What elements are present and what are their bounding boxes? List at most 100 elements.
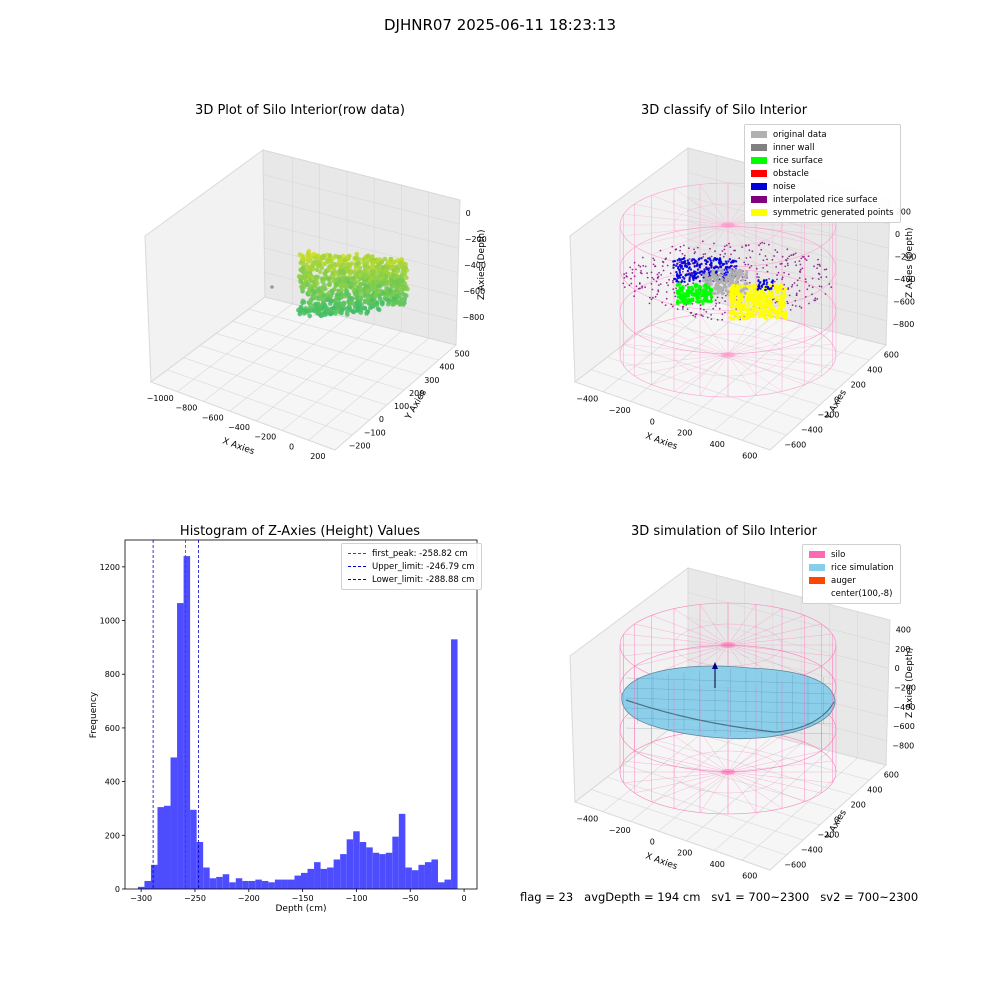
point — [742, 305, 747, 309]
point — [388, 257, 393, 262]
tick-label: −400 — [576, 815, 598, 824]
point — [734, 290, 738, 294]
histogram-bar — [203, 867, 210, 889]
point — [633, 275, 636, 278]
tick-label: −800 — [175, 404, 197, 413]
point — [342, 276, 348, 282]
flag-value: flag = 23 — [520, 890, 574, 904]
point — [781, 296, 786, 300]
point — [678, 286, 682, 290]
point — [795, 294, 798, 296]
point — [676, 259, 679, 262]
legend-label: silo — [831, 549, 846, 560]
histogram-bar — [229, 882, 236, 889]
point — [782, 292, 786, 296]
point — [686, 259, 689, 262]
point — [702, 276, 705, 279]
point — [763, 279, 766, 282]
point — [748, 249, 751, 252]
point — [303, 308, 309, 313]
point — [795, 264, 798, 267]
point — [767, 309, 771, 313]
point — [680, 262, 683, 265]
point — [681, 252, 684, 255]
tick-label: −400 — [228, 423, 250, 432]
hist-xlabel: Depth (cm) — [275, 904, 326, 914]
point — [774, 249, 777, 251]
tick-label: −600 — [463, 287, 485, 296]
point — [656, 273, 659, 276]
point — [715, 302, 718, 305]
point — [760, 295, 764, 299]
point — [735, 265, 738, 268]
point — [654, 265, 656, 268]
point — [731, 261, 735, 264]
point — [706, 260, 709, 263]
point — [313, 274, 319, 280]
point — [705, 311, 708, 313]
point — [794, 252, 797, 255]
point — [794, 261, 797, 263]
point — [665, 297, 668, 300]
point — [820, 285, 823, 288]
point — [741, 246, 743, 248]
legend-label: rice simulation — [831, 562, 894, 573]
legend-entry: silo — [809, 548, 894, 561]
point — [700, 314, 703, 317]
point — [765, 264, 768, 267]
point — [763, 242, 766, 245]
point — [786, 262, 789, 265]
point — [384, 286, 389, 291]
point — [724, 252, 726, 255]
point — [376, 307, 382, 313]
point — [710, 266, 713, 269]
point — [704, 262, 708, 265]
point — [646, 276, 649, 279]
tick-label: 600 — [742, 451, 757, 460]
point — [722, 274, 725, 277]
point — [800, 257, 803, 260]
tick-label: 600 — [742, 871, 757, 880]
point — [307, 273, 312, 278]
point — [344, 254, 350, 260]
point — [687, 289, 691, 293]
point — [691, 258, 694, 261]
point — [696, 300, 700, 304]
point — [637, 264, 640, 267]
point — [746, 316, 750, 321]
legend-label: center(100,-8) — [831, 588, 893, 599]
point — [696, 275, 700, 278]
point — [716, 286, 720, 291]
point — [390, 284, 396, 289]
plot1-3d-axes: X Axies Y Axies Z Axies (Depth) −1000−80… — [144, 149, 487, 460]
point — [311, 251, 317, 257]
point — [652, 278, 655, 281]
plot4-title: 3D simulation of Silo Interior — [631, 524, 817, 539]
point — [819, 265, 821, 267]
legend-swatch — [751, 183, 767, 190]
tick-label: 0 — [895, 664, 900, 673]
point — [677, 265, 680, 268]
point — [698, 257, 701, 260]
tick-label: −300 — [130, 894, 152, 903]
point — [698, 280, 702, 283]
point — [743, 291, 747, 295]
point — [768, 243, 770, 246]
point — [681, 300, 685, 304]
point — [657, 275, 660, 278]
point — [405, 286, 410, 292]
point — [788, 255, 791, 258]
point — [340, 307, 345, 313]
point — [739, 303, 743, 307]
point — [778, 300, 782, 304]
point — [365, 253, 371, 258]
point — [707, 280, 711, 284]
legend-swatch — [809, 577, 825, 584]
point — [713, 242, 715, 245]
point — [732, 283, 736, 288]
point — [338, 258, 344, 264]
point — [714, 305, 717, 307]
point — [674, 264, 678, 267]
point — [737, 314, 741, 319]
point — [768, 305, 772, 309]
